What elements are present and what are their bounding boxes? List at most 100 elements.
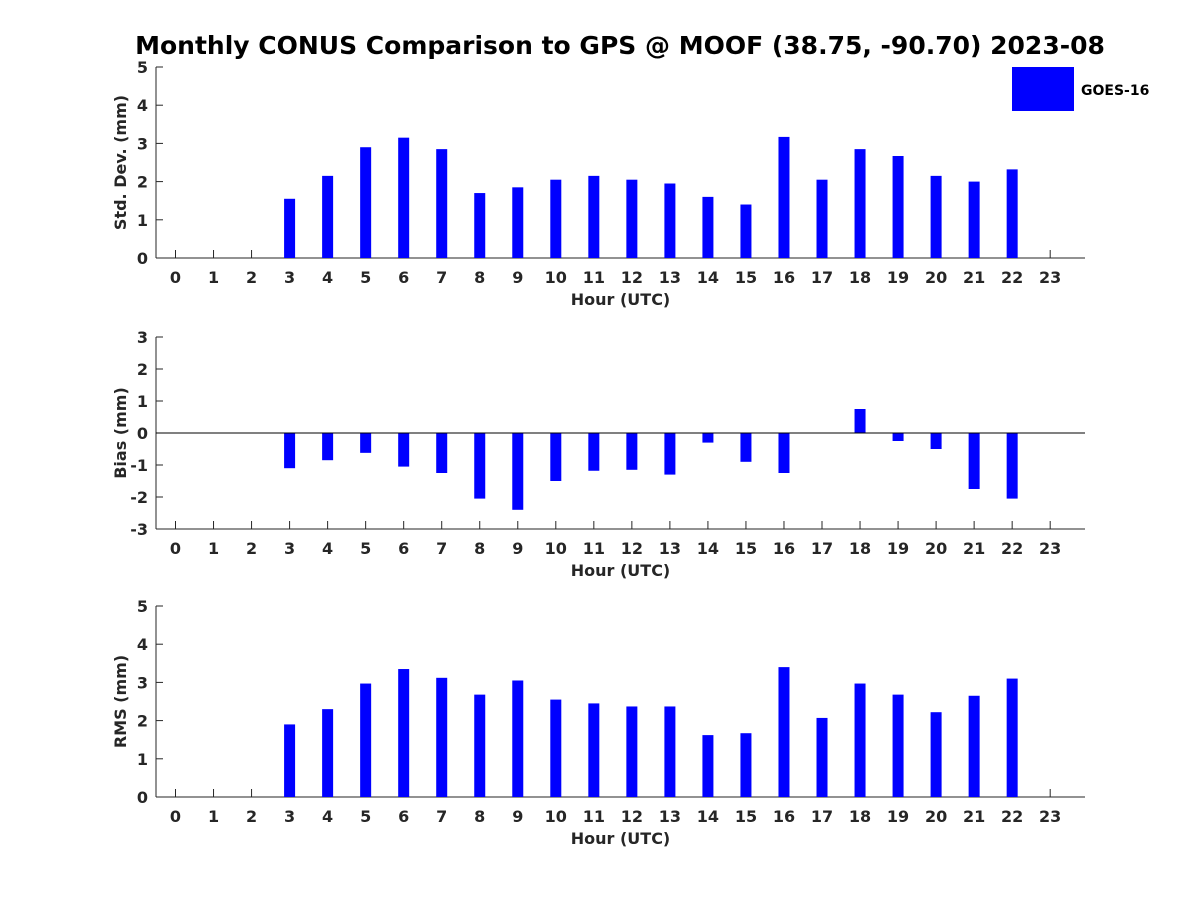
bar-hour-9 [512, 187, 524, 258]
y-tick-label: 2 [137, 173, 148, 192]
bar-hour-9 [512, 680, 524, 797]
bar-hour-4 [322, 175, 334, 258]
y-tick-label: 3 [137, 673, 148, 692]
x-tick-label: 23 [1039, 268, 1061, 287]
x-tick-label: 12 [621, 268, 643, 287]
bar-hour-8 [474, 694, 486, 797]
x-tick-label: 6 [398, 807, 409, 826]
x-tick-label: 17 [811, 268, 833, 287]
x-tick-label: 0 [170, 268, 181, 287]
bar-hour-18 [854, 149, 866, 258]
x-axis-label: Hour (UTC) [571, 290, 671, 309]
bar-hour-22 [1006, 678, 1018, 797]
bar-hour-21 [968, 433, 980, 489]
y-tick-label: 2 [137, 712, 148, 731]
y-tick-label: 3 [137, 134, 148, 153]
bar-hour-17 [816, 179, 828, 258]
bar-hour-18 [854, 409, 866, 433]
x-tick-label: 1 [208, 807, 219, 826]
bar-hour-5 [360, 683, 372, 797]
y-tick-label: 5 [137, 597, 148, 616]
x-tick-label: 20 [925, 268, 947, 287]
y-tick-label: 4 [137, 635, 148, 654]
y-tick-label: 0 [137, 249, 148, 268]
x-tick-label: 12 [621, 807, 643, 826]
bar-hour-16 [778, 433, 790, 473]
bar-hour-7 [436, 433, 448, 473]
bar-hour-10 [550, 699, 562, 797]
y-tick-label: 5 [137, 58, 148, 77]
y-tick-label: 2 [137, 360, 148, 379]
y-axis-label: RMS (mm) [111, 655, 130, 748]
bar-hour-22 [1006, 433, 1018, 499]
bar-hour-11 [588, 175, 600, 258]
x-tick-label: 16 [773, 268, 795, 287]
bar-hour-19 [892, 156, 904, 258]
bar-hour-10 [550, 433, 562, 481]
x-tick-label: 14 [697, 807, 719, 826]
x-tick-label: 2 [246, 539, 257, 558]
x-tick-label: 23 [1039, 807, 1061, 826]
bar-hour-21 [968, 695, 980, 797]
x-tick-label: 3 [284, 807, 295, 826]
y-axis-label: Bias (mm) [111, 387, 130, 479]
x-tick-label: 3 [284, 539, 295, 558]
x-tick-label: 22 [1001, 807, 1023, 826]
bar-hour-11 [588, 433, 600, 471]
x-tick-label: 5 [360, 539, 371, 558]
x-tick-label: 8 [474, 268, 485, 287]
y-tick-label: 1 [137, 750, 148, 769]
x-tick-label: 11 [583, 807, 605, 826]
x-tick-label: 13 [659, 807, 681, 826]
x-tick-label: 12 [621, 539, 643, 558]
x-axis-label: Hour (UTC) [571, 829, 671, 848]
bar-hour-4 [322, 709, 334, 797]
legend: GOES-16 [1012, 67, 1149, 111]
x-tick-label: 21 [963, 268, 985, 287]
bar-hour-20 [930, 712, 942, 797]
y-tick-label: 3 [137, 328, 148, 347]
bar-hour-16 [778, 667, 790, 797]
bar-hour-3 [284, 724, 296, 797]
bar-hour-8 [474, 433, 486, 499]
y-tick-label: 0 [137, 424, 148, 443]
bar-hour-7 [436, 677, 448, 797]
x-tick-label: 19 [887, 807, 909, 826]
x-tick-label: 15 [735, 539, 757, 558]
x-tick-label: 20 [925, 539, 947, 558]
y-axis-label: Std. Dev. (mm) [111, 95, 130, 230]
x-tick-label: 8 [474, 807, 485, 826]
bar-hour-12 [626, 179, 638, 258]
bar-hour-19 [892, 433, 904, 441]
x-tick-label: 2 [246, 268, 257, 287]
x-tick-label: 3 [284, 268, 295, 287]
bar-hour-9 [512, 433, 524, 510]
bar-hour-13 [664, 183, 676, 258]
x-tick-label: 18 [849, 268, 871, 287]
x-tick-label: 22 [1001, 268, 1023, 287]
x-tick-label: 0 [170, 539, 181, 558]
x-tick-label: 16 [773, 539, 795, 558]
y-tick-label: 1 [137, 211, 148, 230]
x-tick-label: 8 [474, 539, 485, 558]
y-tick-label: 0 [137, 788, 148, 807]
x-tick-label: 7 [436, 807, 447, 826]
bar-hour-4 [322, 433, 334, 461]
x-tick-label: 0 [170, 807, 181, 826]
bar-hour-11 [588, 703, 600, 797]
x-tick-label: 17 [811, 807, 833, 826]
bar-hour-17 [816, 717, 828, 797]
bar-hour-22 [1006, 169, 1018, 258]
bar-hour-12 [626, 706, 638, 797]
x-tick-label: 10 [545, 268, 567, 287]
x-tick-label: 18 [849, 539, 871, 558]
x-tick-label: 6 [398, 539, 409, 558]
x-tick-label: 16 [773, 807, 795, 826]
x-tick-label: 19 [887, 539, 909, 558]
x-tick-label: 9 [512, 268, 523, 287]
bar-hour-6 [398, 433, 410, 467]
x-tick-label: 9 [512, 539, 523, 558]
